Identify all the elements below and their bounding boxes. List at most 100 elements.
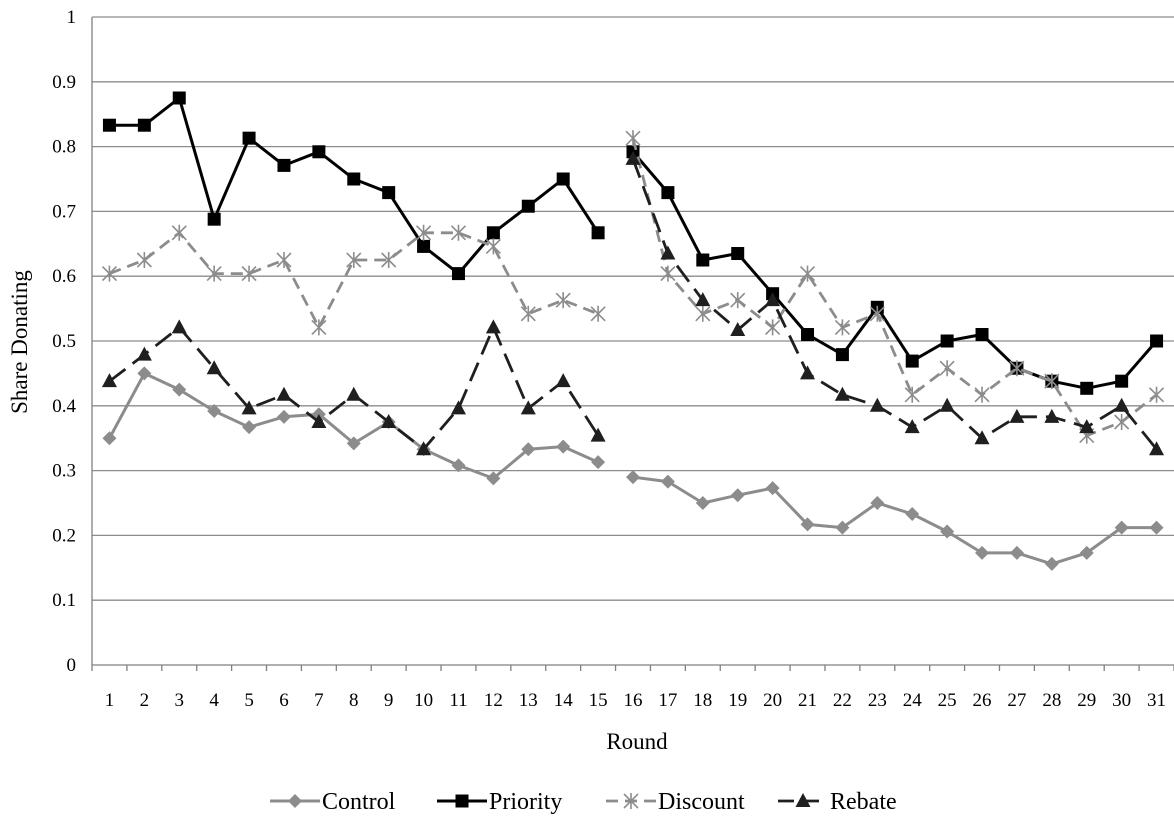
data-point-control <box>591 455 606 470</box>
data-point-discount <box>1044 373 1060 390</box>
x-tick-label: 7 <box>314 690 324 711</box>
data-point-control <box>207 403 222 418</box>
data-point-control <box>660 474 675 489</box>
x-tick-label: 20 <box>763 690 782 711</box>
data-point-control <box>626 470 640 485</box>
x-tick-label: 11 <box>449 690 467 711</box>
x-tick-label: 17 <box>658 690 677 711</box>
y-tick-label: 0 <box>67 655 77 676</box>
data-point-rebate <box>695 292 711 307</box>
data-point-discount <box>730 292 746 309</box>
data-point-rebate <box>241 400 257 415</box>
legend-item-control: Control <box>270 789 396 815</box>
data-point-rebate <box>416 441 432 456</box>
data-point-rebate <box>660 245 676 260</box>
data-point-priority <box>696 253 710 267</box>
data-point-rebate <box>590 427 606 442</box>
data-point-priority <box>137 118 151 132</box>
data-point-priority <box>556 172 570 186</box>
data-point-rebate <box>1149 441 1165 456</box>
x-tick-label: 8 <box>349 690 359 711</box>
data-point-priority <box>731 247 745 261</box>
data-point-priority <box>102 118 116 132</box>
data-point-priority <box>1080 381 1094 395</box>
data-point-discount <box>416 224 432 241</box>
data-point-discount <box>939 360 955 377</box>
legend-item-priority: Priority <box>437 789 562 815</box>
data-point-control <box>556 439 571 454</box>
y-tick-label: 0.1 <box>52 590 76 611</box>
x-tick-label: 15 <box>589 690 608 711</box>
data-point-rebate <box>520 400 536 415</box>
data-point-control <box>1114 520 1129 535</box>
data-point-discount <box>590 305 606 322</box>
legend-marker-discount <box>623 793 639 809</box>
data-point-control <box>730 488 745 503</box>
data-point-control <box>940 524 955 539</box>
x-tick-label: 23 <box>868 690 887 711</box>
data-point-priority <box>242 131 256 145</box>
data-point-discount <box>136 252 152 268</box>
data-point-priority <box>835 348 849 362</box>
series-line-discount <box>108 231 599 329</box>
data-point-rebate <box>555 373 571 388</box>
x-tick-label: 21 <box>798 690 817 711</box>
data-point-discount <box>695 305 711 322</box>
legend-label-priority: Priority <box>489 789 562 815</box>
data-point-rebate <box>869 397 885 412</box>
data-point-discount <box>311 319 327 336</box>
data-point-discount <box>904 386 920 403</box>
data-point-rebate <box>1009 408 1025 423</box>
data-point-discount <box>625 130 641 147</box>
data-point-rebate <box>381 414 397 428</box>
x-axis-title: Round <box>606 729 668 754</box>
data-point-discount <box>485 238 501 255</box>
data-point-discount <box>1009 360 1025 377</box>
data-point-rebate <box>101 373 117 388</box>
data-point-rebate <box>1079 419 1095 434</box>
x-tick-label: 19 <box>728 690 747 711</box>
data-point-control <box>137 366 152 381</box>
data-point-control <box>1044 556 1059 571</box>
data-point-control <box>486 471 501 486</box>
x-tick-label: 4 <box>209 690 219 711</box>
data-point-rebate <box>730 321 746 336</box>
data-point-control <box>835 520 850 535</box>
data-point-discount <box>171 224 187 241</box>
data-point-rebate <box>1114 397 1130 412</box>
data-point-rebate <box>904 419 920 434</box>
data-point-priority <box>312 145 326 159</box>
data-point-control <box>346 436 361 451</box>
x-tick-label: 25 <box>938 690 957 711</box>
data-point-control <box>521 442 536 457</box>
y-tick-label: 0.9 <box>52 72 76 93</box>
x-tick-label: 12 <box>484 690 503 711</box>
data-point-priority <box>591 226 605 240</box>
data-point-priority <box>661 186 675 200</box>
data-point-rebate <box>346 386 362 401</box>
data-point-priority <box>451 267 465 281</box>
x-tick-label: 22 <box>833 690 852 711</box>
data-point-discount <box>276 252 292 268</box>
data-point-discount <box>869 305 885 322</box>
x-tick-label: 16 <box>624 690 643 711</box>
data-point-priority <box>486 226 500 240</box>
data-point-rebate <box>800 365 816 380</box>
data-point-discount <box>241 265 257 282</box>
series-line-priority <box>631 150 1158 390</box>
data-point-priority <box>347 172 361 186</box>
x-tick-label: 26 <box>973 690 992 711</box>
x-tick-label: 18 <box>693 690 712 711</box>
data-point-rebate <box>171 319 187 334</box>
data-point-control <box>172 382 187 397</box>
x-tick-label: 5 <box>244 690 254 711</box>
legend-label-control: Control <box>322 789 396 815</box>
data-point-rebate <box>939 397 955 412</box>
y-tick-label: 0.8 <box>52 137 76 158</box>
legend-marker-rebate <box>795 793 811 807</box>
data-point-rebate <box>276 386 292 401</box>
x-tick-label: 9 <box>384 690 394 711</box>
data-point-rebate <box>450 400 466 415</box>
legend-label-rebate: Rebate <box>830 789 897 815</box>
